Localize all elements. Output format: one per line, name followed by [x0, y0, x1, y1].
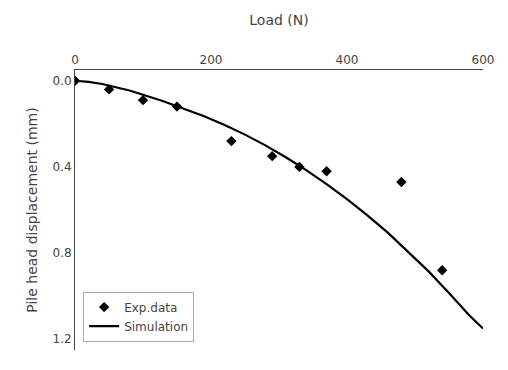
svg-text:0.8: 0.8 [53, 246, 72, 260]
svg-text:1.2: 1.2 [53, 332, 72, 346]
svg-text:400: 400 [336, 53, 359, 67]
svg-text:0.0: 0.0 [53, 74, 72, 88]
svg-text:0.4: 0.4 [53, 160, 72, 174]
svg-text:600: 600 [472, 53, 495, 67]
svg-text:Exp.data: Exp.data [124, 301, 177, 315]
svg-text:200: 200 [200, 53, 223, 67]
svg-text:Pile head displacement (mm): Pile head displacement (mm) [24, 107, 40, 312]
svg-text:Load (N): Load (N) [249, 12, 308, 28]
svg-text:Simulation: Simulation [124, 320, 188, 334]
svg-text:0: 0 [71, 53, 79, 67]
